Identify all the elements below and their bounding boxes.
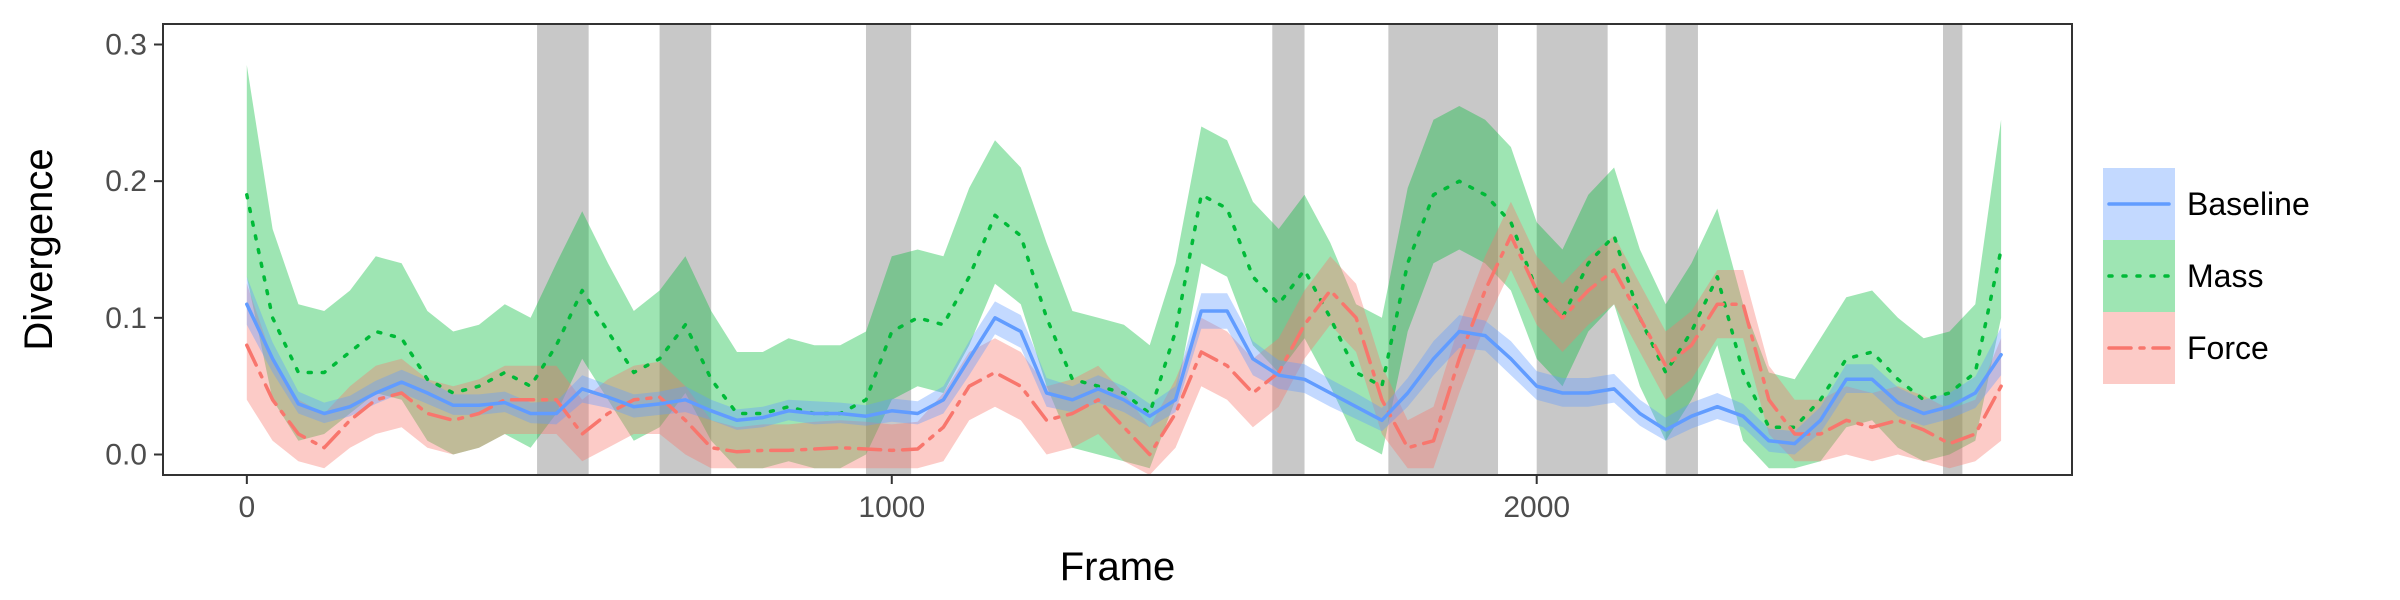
band-baseline [246, 276, 2002, 455]
line-baseline [245, 302, 2003, 446]
y-tick-label: 0.0 [105, 439, 147, 472]
shaded-intervals [537, 24, 1963, 475]
legend-label: Mass [2187, 258, 2263, 294]
shaded-interval-7 [1943, 24, 1963, 475]
legend: Baseline Mass Force [2103, 168, 2310, 384]
legend-item-force: Force [2103, 312, 2269, 384]
shaded-interval-4 [1388, 24, 1499, 475]
series-lines [245, 179, 2003, 457]
y-axis-title: Divergence [17, 148, 61, 350]
legend-label: Force [2187, 330, 2269, 366]
plot-panel-border [162, 23, 2073, 476]
line-mass [245, 179, 2003, 429]
shaded-interval-3 [1272, 24, 1305, 475]
x-axis-title: Frame [1060, 545, 1176, 589]
shaded-interval-6 [1665, 24, 1698, 475]
x-tick-label: 1000 [858, 491, 925, 524]
shaded-interval-5 [1536, 24, 1608, 475]
x-axis-ticks: 0 1000 2000 [238, 475, 1570, 524]
line-force [245, 234, 2003, 457]
x-tick-label: 2000 [1503, 491, 1570, 524]
y-axis-ticks: 0.0 0.1 0.2 0.3 [105, 29, 163, 472]
shaded-interval-2 [865, 24, 912, 475]
y-tick-label: 0.3 [105, 29, 147, 62]
y-tick-label: 0.1 [105, 302, 147, 335]
y-tick-label: 0.2 [105, 165, 147, 198]
x-tick-label: 0 [238, 491, 255, 524]
band-mass [246, 65, 2002, 469]
legend-item-mass: Mass [2103, 240, 2263, 312]
legend-item-baseline: Baseline [2103, 168, 2310, 240]
band-force [246, 201, 2002, 475]
legend-label: Baseline [2187, 186, 2310, 222]
confidence-bands [246, 65, 2002, 475]
